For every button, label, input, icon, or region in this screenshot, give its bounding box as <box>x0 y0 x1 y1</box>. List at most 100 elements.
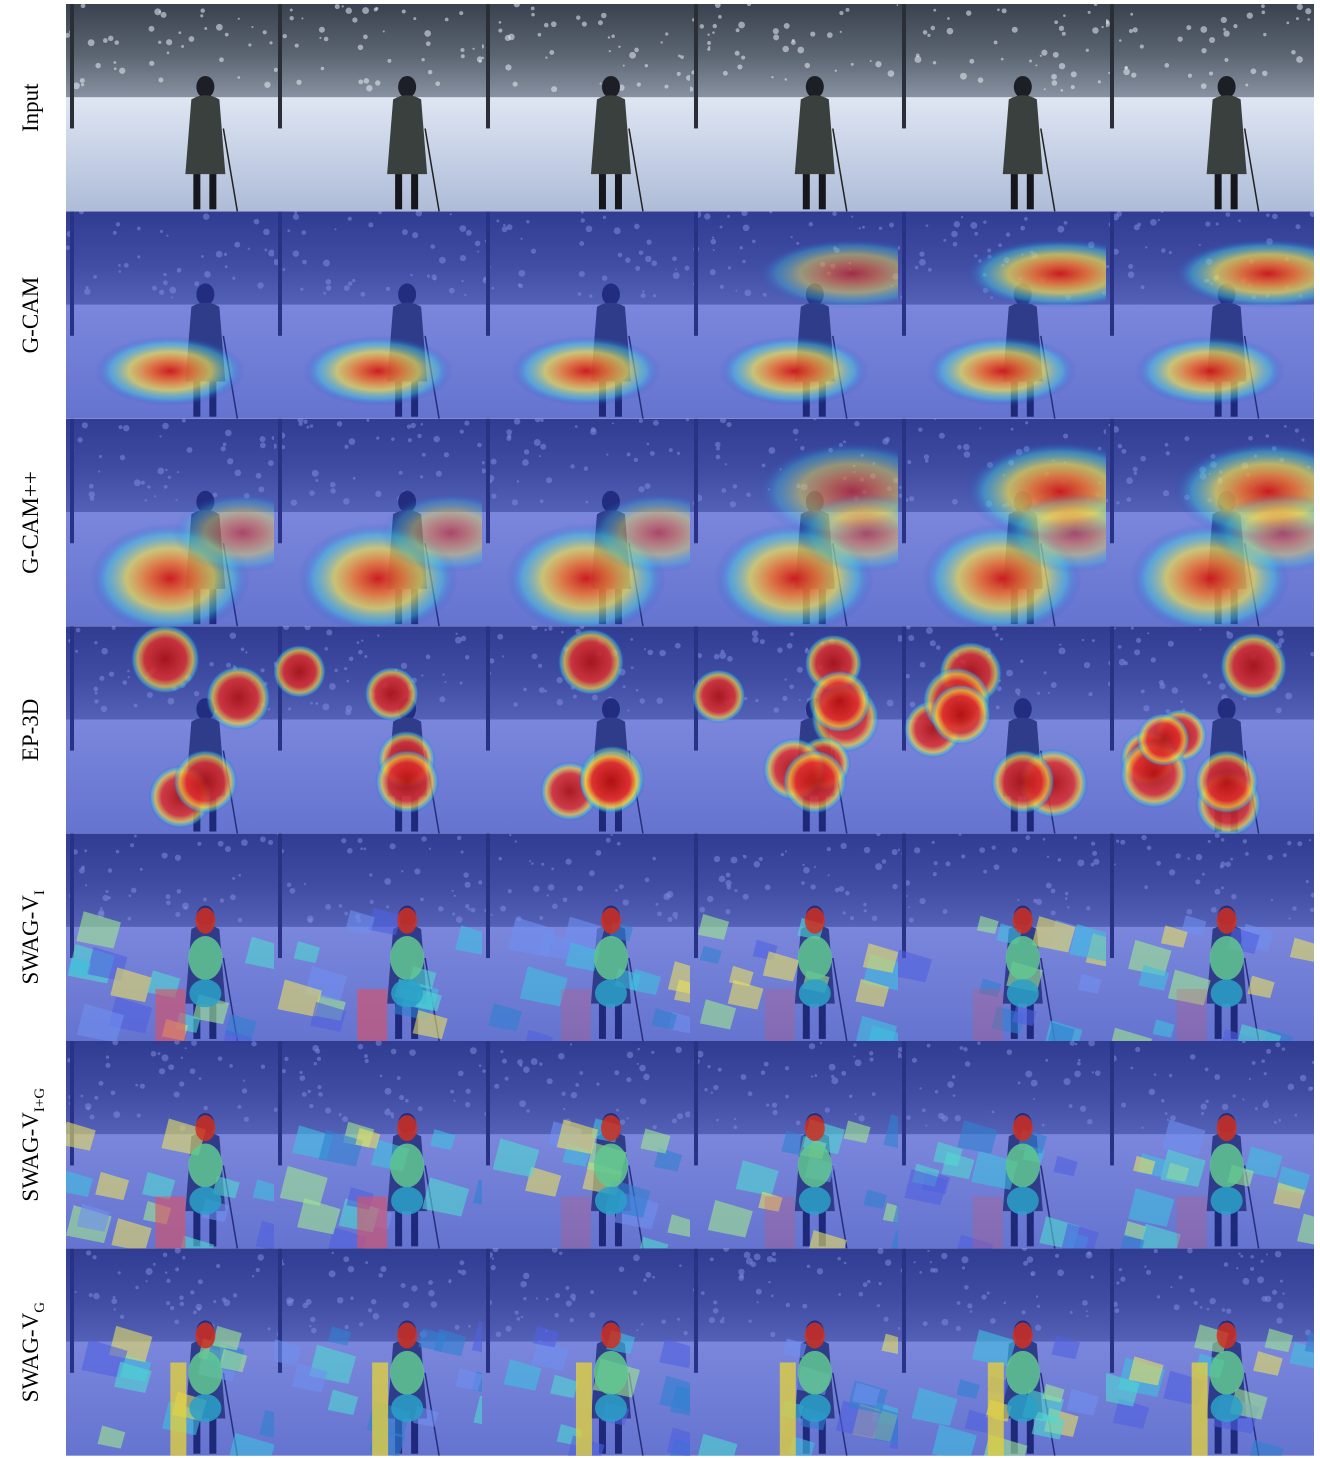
segment-patch <box>95 1171 130 1201</box>
segment-patch <box>843 1120 871 1144</box>
segment-patch <box>640 1236 669 1249</box>
segment-patch <box>653 1148 683 1172</box>
snow-speck <box>323 36 329 42</box>
snow-speck <box>274 67 278 73</box>
segment-patch <box>1133 1155 1156 1175</box>
ski-pole <box>1243 128 1260 212</box>
segment-red-block <box>764 1196 795 1249</box>
image-cell <box>482 1041 690 1249</box>
snow-speck <box>178 31 182 35</box>
segment-patch <box>274 1339 302 1366</box>
snow-speck <box>498 21 502 24</box>
segment-person-lower <box>594 1186 627 1215</box>
snow-speck <box>1128 28 1134 34</box>
segment-person-head <box>1216 1322 1237 1349</box>
segment-patch <box>492 1138 540 1178</box>
snow-speck <box>200 8 205 13</box>
segment-person-head <box>600 907 621 934</box>
segment-yellow-strip <box>987 1362 1004 1456</box>
snow-speck <box>363 78 370 84</box>
snow-speck <box>737 64 743 70</box>
segment-person-lower <box>1006 1186 1039 1215</box>
snow-ground <box>66 97 274 212</box>
snow-speck <box>505 64 512 71</box>
person-coat <box>387 95 428 175</box>
segment-person-lower <box>189 1394 222 1423</box>
snow-speck <box>644 63 649 68</box>
segment-patch <box>1012 1005 1037 1027</box>
ski-pole <box>222 128 239 212</box>
snow-speck <box>1101 25 1104 29</box>
snow-speck <box>119 67 126 74</box>
segment-patch <box>473 1395 482 1425</box>
segment-patch <box>851 1382 881 1406</box>
person-head <box>1013 75 1032 98</box>
heat-spot <box>1173 238 1314 309</box>
image-cell <box>66 833 274 1041</box>
image-cell <box>1106 1041 1314 1249</box>
snow-speck <box>782 45 789 53</box>
segment-patch <box>727 979 764 1010</box>
segment-patch <box>345 909 375 935</box>
snow-speck <box>680 55 684 59</box>
attention-blob <box>578 749 643 814</box>
snow-speck <box>622 64 625 67</box>
row-label-group: SWAG-VI <box>18 890 48 984</box>
segment-patch <box>697 1433 738 1456</box>
snow-speck <box>1029 59 1032 63</box>
segment-patch <box>1296 1213 1314 1245</box>
snow-speck <box>512 81 518 87</box>
attention-blob <box>274 644 326 698</box>
snow-speck <box>289 15 294 21</box>
segment-patch <box>1244 1146 1283 1179</box>
segment-patch <box>488 1003 523 1032</box>
segment-patch <box>933 1141 963 1167</box>
snow-speck <box>114 40 120 45</box>
segment-person-upper <box>390 1350 425 1395</box>
row-label: G-CAM <box>18 277 43 354</box>
snow-speck <box>215 23 223 31</box>
snow-speck <box>1223 30 1230 37</box>
snow-speck <box>618 45 621 49</box>
snow-speck <box>797 46 805 54</box>
snow-speck <box>362 7 370 15</box>
segment-patch <box>111 1218 152 1249</box>
segment-patch <box>640 1128 671 1154</box>
heat-spot <box>719 336 869 407</box>
segment-patch <box>699 999 737 1030</box>
row-label-text: G-CAM++ <box>18 471 43 574</box>
heat-spot <box>1135 336 1285 407</box>
person-coat <box>1206 95 1247 175</box>
snow-speck <box>834 69 837 72</box>
snow-speck <box>108 35 114 41</box>
attention-blob <box>990 749 1055 814</box>
snow-speck <box>707 41 711 45</box>
segment-red-block <box>1176 989 1207 1041</box>
segment-person-head <box>1216 1115 1237 1142</box>
segment-patch <box>855 1015 898 1041</box>
segment-patch <box>1162 1119 1206 1156</box>
segment-patch <box>76 1003 125 1041</box>
attention-blob <box>364 666 419 722</box>
snow-speck <box>282 33 287 39</box>
segment-patch <box>66 1170 94 1197</box>
segment-person-lower <box>391 1186 424 1215</box>
segment-patch <box>328 1326 352 1346</box>
snow-speck <box>686 75 690 81</box>
image-cell <box>690 4 898 212</box>
snow-speck <box>460 47 465 53</box>
snow-speck <box>1108 71 1111 75</box>
segment-person-upper <box>593 1350 628 1395</box>
image-cell <box>898 418 1106 627</box>
segment-person-upper <box>1005 936 1040 981</box>
heat-spot <box>965 238 1106 309</box>
row-label-group: Input <box>18 83 43 132</box>
segment-red-block <box>972 989 1003 1041</box>
snow-speck <box>160 11 167 18</box>
segment-patch <box>1053 1155 1078 1177</box>
segment-patch <box>1123 1220 1147 1240</box>
segment-person-head <box>600 1115 621 1142</box>
snow-speck <box>947 17 950 20</box>
row-label-text: SWAG-V <box>18 895 43 985</box>
snow-speck <box>113 67 117 71</box>
